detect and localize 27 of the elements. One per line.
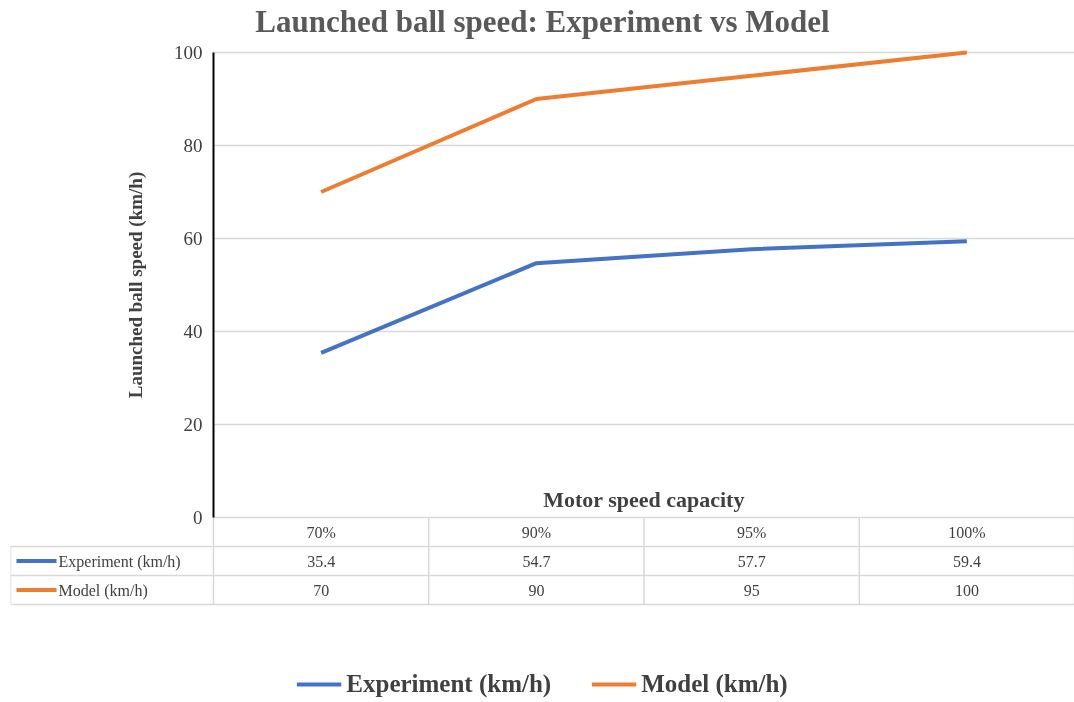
data-label: 59.4 xyxy=(952,552,981,570)
x-axis-title: Motor speed capacity xyxy=(543,486,745,512)
y-tick-label: 40 xyxy=(183,321,203,342)
line-series xyxy=(319,50,969,194)
y-tick-label: 60 xyxy=(183,228,203,249)
legend-label: Model (km/h) xyxy=(58,581,148,600)
line-series xyxy=(319,239,969,355)
y-tick-label: 100 xyxy=(174,42,203,63)
text: Experiment (km/h) xyxy=(346,670,552,697)
data-label: 100 xyxy=(954,581,979,599)
y-tick-label: 20 xyxy=(183,414,203,435)
data-label: 54.7 xyxy=(522,552,551,570)
y-tick-label: 0 xyxy=(193,507,203,528)
data-label: 90 xyxy=(528,581,545,599)
chart-title: Launched ball speed: Experiment vs Model xyxy=(255,3,831,39)
data-label: 57.7 xyxy=(737,552,766,570)
x-tick-label: 70% xyxy=(306,523,336,541)
x-tick-label: 95% xyxy=(736,523,767,541)
data-label: 70 xyxy=(313,581,330,599)
data-label: 35.4 xyxy=(307,552,336,570)
text: Model (km/h) xyxy=(641,670,788,697)
y-tick-label: 80 xyxy=(183,135,203,156)
y-axis-title: Launched ball speed (km/h) xyxy=(125,171,147,399)
legend-label: Experiment (km/h) xyxy=(58,552,181,571)
x-tick-label: 90% xyxy=(521,523,552,541)
data-label: 95 xyxy=(743,581,760,599)
x-tick-label: 100% xyxy=(948,523,986,541)
